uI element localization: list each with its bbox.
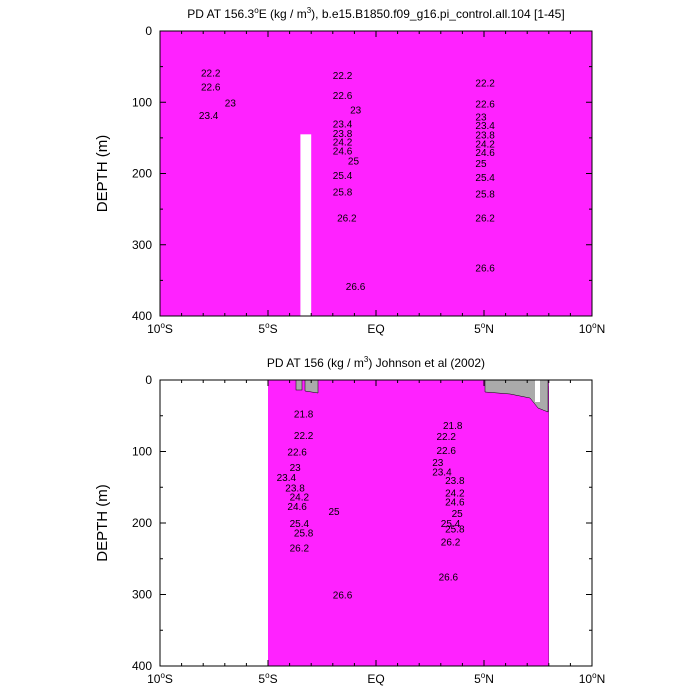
chart-panel-1: PD AT 156.3oE (kg / m3), b.e15.B1850.f09… [94, 6, 605, 336]
contour-label: 25.8 [475, 189, 495, 200]
contour-label: 23 [225, 98, 237, 109]
contour-label: 25.4 [441, 519, 461, 530]
contour-label: 22.6 [201, 83, 221, 94]
y-tick-label: 400 [132, 659, 152, 673]
chart-title: PD AT 156 (kg / m3) Johnson et al (2002) [267, 355, 485, 370]
missing-patch [295, 380, 303, 391]
y-tick-label: 200 [132, 167, 152, 181]
contour-label: 23.4 [333, 120, 353, 131]
x-tick-label: 10oS [147, 321, 173, 336]
contour-label: 24.2 [475, 140, 495, 151]
contour-label: 22.2 [475, 78, 495, 89]
contour-label: 26.6 [333, 591, 353, 602]
density-field [160, 31, 592, 316]
contour-label: 22.2 [333, 71, 353, 82]
x-tick-label: 10oN [579, 321, 605, 336]
contour-label: 25 [475, 159, 487, 170]
contour-label: 25 [452, 509, 464, 520]
missing-patch [535, 380, 540, 402]
contour-label: 23.4 [432, 468, 452, 479]
contour-band [268, 380, 549, 666]
y-axis-label: DEPTH (m) [94, 135, 111, 213]
contour-label: 23 [290, 463, 302, 474]
contour-label: 22.6 [333, 91, 353, 102]
contour-label: 24.6 [445, 498, 465, 509]
contour-label: 23.8 [285, 483, 305, 494]
contour-label: 23.4 [277, 473, 297, 484]
y-tick-label: 0 [145, 24, 152, 38]
contour-label: 25.4 [475, 173, 495, 184]
y-tick-label: 100 [132, 95, 152, 109]
contour-label: 22.2 [294, 431, 314, 442]
contour-label: 24.2 [290, 493, 310, 504]
contour-label: 25.4 [333, 171, 353, 182]
y-tick-label: 200 [132, 516, 152, 530]
contour-label: 25.8 [294, 528, 314, 539]
contour-label: 24.6 [475, 148, 495, 159]
contour-label: 25 [329, 507, 341, 518]
contour-label: 22.6 [475, 100, 495, 111]
y-tick-label: 0 [145, 373, 152, 387]
y-axis-label: DEPTH (m) [94, 484, 111, 562]
contour-label: 23.4 [475, 121, 495, 132]
y-tick-label: 100 [132, 445, 152, 459]
missing-patch [484, 380, 549, 413]
contour-label: 25.8 [333, 187, 353, 198]
contour-label: 23 [475, 113, 487, 124]
y-tick-label: 300 [132, 588, 152, 602]
x-tick-label: 5oN [474, 321, 494, 336]
contour-label: 23 [432, 458, 444, 469]
contour-label: 21.8 [294, 410, 314, 421]
contour-label: 26.2 [441, 538, 461, 549]
contour-label: 26.6 [346, 282, 366, 293]
contour-label: 23.8 [333, 129, 353, 140]
contour-label: 24.2 [445, 488, 465, 499]
x-tick-label: 5oN [474, 671, 494, 686]
contour-label: 22.2 [201, 68, 221, 79]
chart-title: PD AT 156.3oE (kg / m3), b.e15.B1850.f09… [187, 6, 564, 21]
x-tick-label: 5oS [258, 321, 277, 336]
x-tick-label: EQ [367, 322, 384, 336]
contour-label: 22.6 [287, 448, 307, 459]
contour-label: 24.6 [287, 502, 307, 513]
contour-label: 26.2 [475, 214, 495, 225]
x-tick-label: EQ [367, 672, 384, 686]
contour-label: 22.6 [437, 446, 457, 457]
y-tick-label: 400 [132, 309, 152, 323]
contour-label: 26.2 [290, 543, 310, 554]
contour-band [160, 31, 592, 316]
missing-patch [304, 380, 319, 394]
contour-label: 24.2 [333, 137, 353, 148]
contour-label: 26.6 [439, 573, 459, 584]
contour-label: 21.8 [443, 421, 463, 432]
contour-label: 26.6 [475, 264, 495, 275]
contour-label: 23.8 [475, 130, 495, 141]
x-tick-label: 10oN [579, 671, 605, 686]
missing-data-column [300, 134, 312, 316]
contour-label: 26.2 [337, 214, 357, 225]
contour-label: 25.8 [445, 525, 465, 536]
contour-label: 23.4 [199, 111, 219, 122]
contour-label: 22.2 [437, 432, 457, 443]
y-tick-label: 300 [132, 238, 152, 252]
density-field [268, 380, 549, 666]
contour-label: 23 [350, 105, 362, 116]
contour-label: 25.4 [290, 519, 310, 530]
x-tick-label: 5oS [258, 671, 277, 686]
chart-panel-2: PD AT 156 (kg / m3) Johnson et al (2002)… [94, 355, 605, 686]
contour-label: 24.6 [333, 147, 353, 158]
contour-label: 23.8 [445, 476, 465, 487]
contour-label: 25 [348, 157, 360, 168]
x-tick-label: 10oS [147, 671, 173, 686]
